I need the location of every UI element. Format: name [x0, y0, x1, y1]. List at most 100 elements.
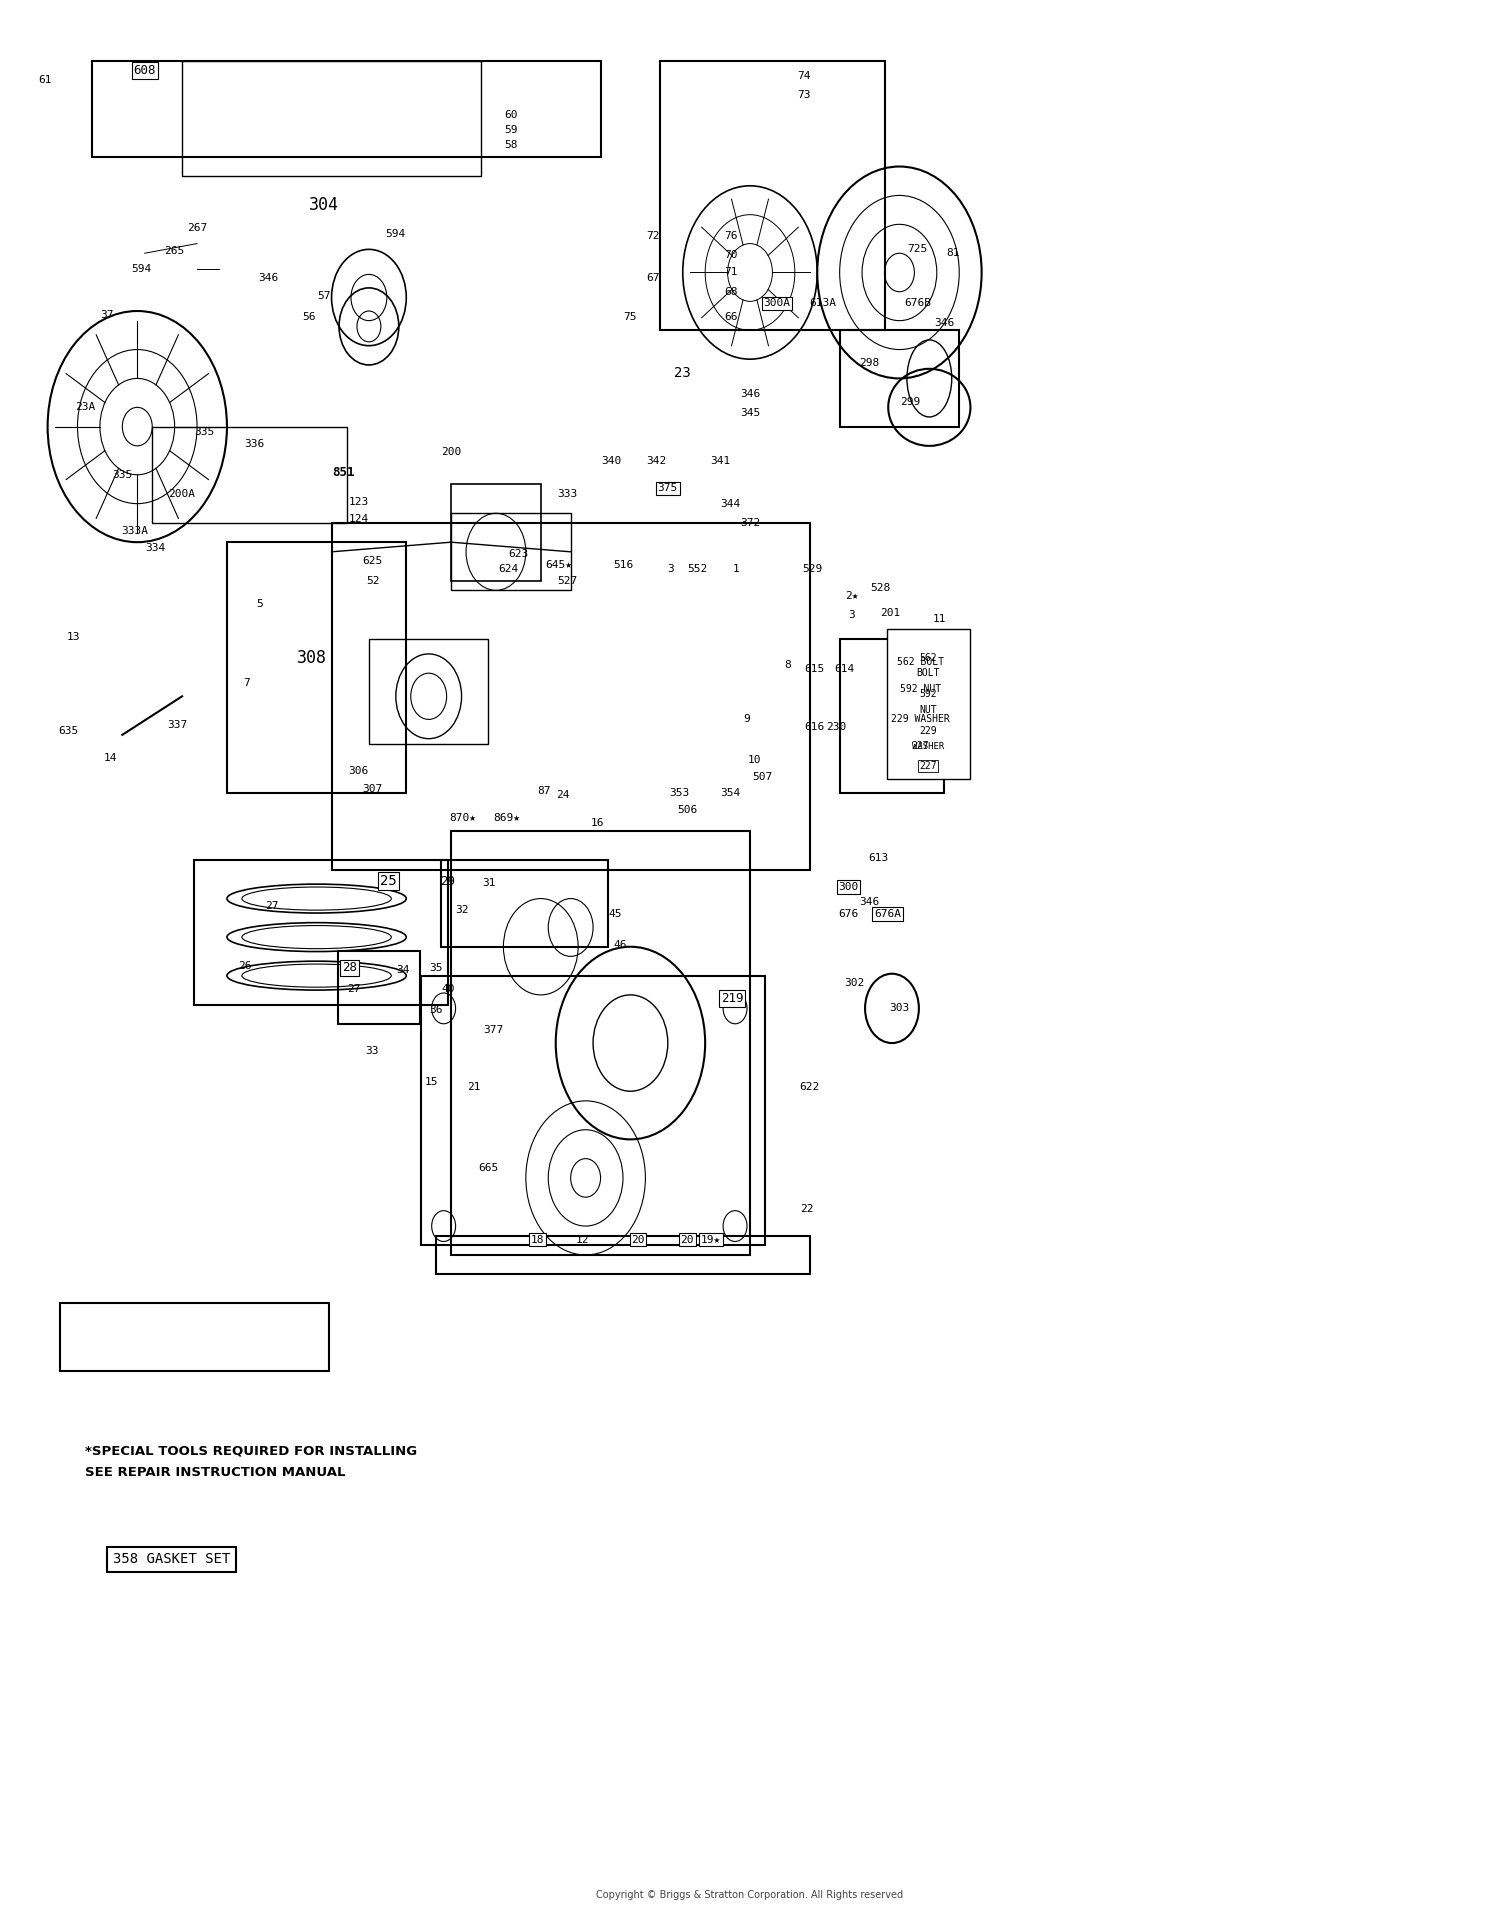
Text: 81: 81	[946, 247, 960, 259]
Bar	[452, 514, 570, 591]
Text: 37: 37	[100, 309, 114, 321]
Text: 26: 26	[238, 960, 252, 972]
Text: 869★: 869★	[494, 813, 520, 823]
Text: 24: 24	[556, 790, 570, 800]
Text: 306: 306	[348, 767, 369, 777]
Bar	[452, 485, 542, 582]
Bar	[182, 60, 482, 176]
Text: 342: 342	[645, 456, 666, 466]
Text: 353: 353	[669, 788, 690, 798]
Text: 336: 336	[243, 439, 264, 448]
Text: 645★: 645★	[544, 560, 572, 570]
Bar	[369, 638, 489, 744]
Text: 613A: 613A	[810, 298, 837, 309]
Bar	[452, 831, 750, 1256]
Text: 676A: 676A	[874, 908, 902, 920]
Bar	[441, 860, 608, 947]
Text: 528: 528	[870, 583, 889, 593]
Text: 624: 624	[498, 564, 517, 574]
Text: 303: 303	[890, 1003, 909, 1014]
Text: SEE REPAIR INSTRUCTION MANUAL: SEE REPAIR INSTRUCTION MANUAL	[86, 1466, 345, 1480]
Text: 354: 354	[720, 788, 741, 798]
Bar	[840, 330, 958, 427]
Text: 615: 615	[804, 665, 825, 674]
Text: 2★: 2★	[844, 591, 858, 601]
Text: 67: 67	[646, 272, 660, 284]
Text: 623: 623	[509, 549, 528, 558]
Bar	[840, 638, 945, 792]
Text: 870★: 870★	[450, 813, 477, 823]
Text: 32: 32	[454, 904, 468, 916]
Text: 608: 608	[134, 64, 156, 77]
Text: 70: 70	[724, 249, 738, 261]
Text: 333: 333	[558, 489, 578, 498]
Text: 622: 622	[800, 1082, 820, 1092]
Text: 35: 35	[429, 962, 442, 974]
Text: 345: 345	[740, 408, 760, 417]
Text: 304: 304	[309, 195, 339, 214]
Text: 308: 308	[297, 649, 327, 667]
Text: 665: 665	[478, 1163, 498, 1173]
Text: 227: 227	[920, 761, 936, 771]
Bar	[194, 860, 448, 1005]
Text: *SPECIAL TOOLS REQUIRED FOR INSTALLING: *SPECIAL TOOLS REQUIRED FOR INSTALLING	[86, 1445, 417, 1459]
Bar	[888, 630, 969, 779]
Text: 625: 625	[362, 556, 382, 566]
Text: 57: 57	[318, 290, 332, 301]
Text: 302: 302	[844, 978, 864, 989]
Text: 12: 12	[576, 1235, 590, 1244]
Text: 372: 372	[740, 518, 760, 527]
Text: 58: 58	[504, 141, 518, 151]
Text: 334: 334	[146, 543, 165, 553]
Text: 613: 613	[868, 854, 888, 864]
Text: 23: 23	[675, 365, 692, 381]
Text: NUT: NUT	[920, 705, 936, 715]
Text: 15: 15	[424, 1076, 438, 1086]
Text: 300A: 300A	[764, 298, 790, 309]
Text: 358 GASKET SET: 358 GASKET SET	[112, 1551, 231, 1567]
Text: 299: 299	[900, 396, 920, 406]
Text: 60: 60	[504, 110, 518, 120]
Text: 594: 594	[132, 263, 152, 274]
Text: 21: 21	[466, 1082, 480, 1092]
Text: 344: 344	[720, 498, 741, 508]
Text: 201: 201	[880, 609, 900, 618]
Text: 3: 3	[668, 564, 674, 574]
Text: 27: 27	[266, 902, 279, 912]
Text: 676: 676	[839, 908, 860, 920]
Text: 33: 33	[364, 1045, 378, 1055]
Text: 20: 20	[681, 1235, 694, 1244]
Text: 73: 73	[796, 91, 810, 100]
Text: 529: 529	[802, 564, 824, 574]
Text: 31: 31	[482, 879, 495, 889]
Text: 1: 1	[734, 564, 740, 574]
Text: 616: 616	[804, 723, 825, 732]
Text: 87: 87	[537, 786, 550, 796]
Text: 346: 346	[740, 388, 760, 398]
Text: 19★: 19★	[700, 1235, 721, 1244]
Text: 265: 265	[165, 245, 184, 257]
Text: 20: 20	[632, 1235, 645, 1244]
Text: 11: 11	[933, 614, 946, 624]
Text: 346: 346	[934, 317, 954, 328]
Text: 13: 13	[66, 632, 80, 641]
Text: 36: 36	[429, 1005, 442, 1016]
Text: 46: 46	[614, 939, 627, 951]
Text: 335: 335	[112, 469, 132, 479]
Text: 29: 29	[441, 875, 456, 887]
Text: 71: 71	[724, 267, 738, 278]
Text: 227: 227	[912, 742, 928, 752]
Text: 516: 516	[614, 560, 633, 570]
Text: 229 WASHER: 229 WASHER	[891, 715, 950, 724]
Text: 72: 72	[646, 232, 660, 242]
Text: 3: 3	[847, 611, 855, 620]
Text: 507: 507	[752, 773, 772, 782]
Text: 230: 230	[827, 723, 848, 732]
Text: 74: 74	[796, 71, 810, 81]
Text: 676B: 676B	[904, 298, 932, 309]
Text: 66: 66	[724, 311, 738, 323]
Text: 40: 40	[441, 983, 454, 995]
Text: 68: 68	[724, 286, 738, 298]
Bar	[436, 1236, 810, 1275]
Text: 552: 552	[687, 564, 708, 574]
